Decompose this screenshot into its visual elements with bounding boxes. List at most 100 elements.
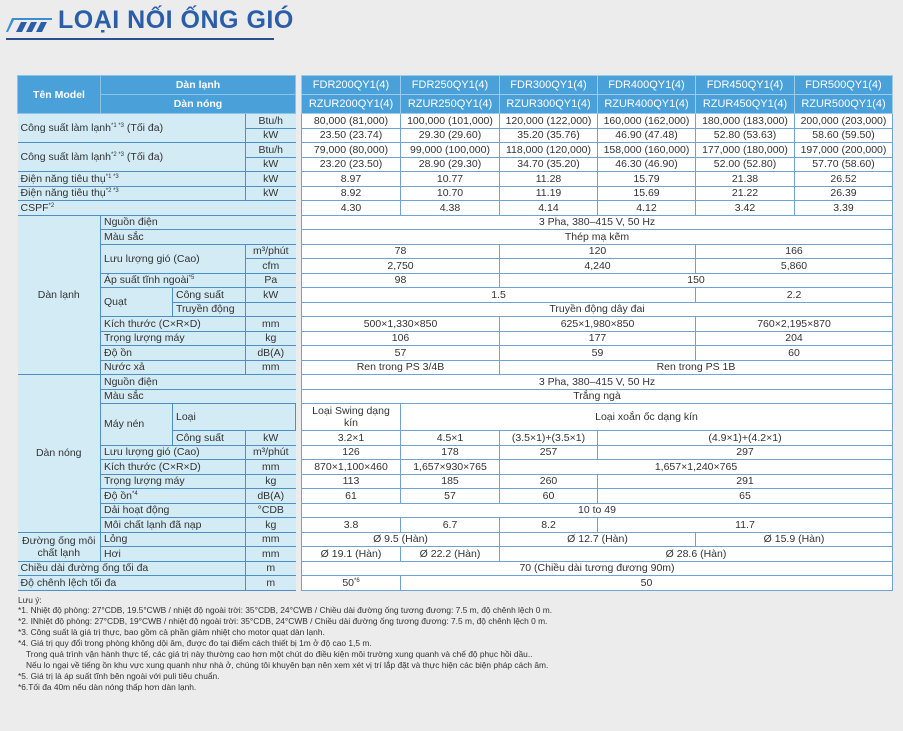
value-text: 46.30 (46.90) — [615, 158, 678, 171]
spec-value: 4.12 — [597, 200, 696, 216]
spec-row: Màu sắc Trắng ngà — [18, 388, 893, 404]
spec-value: 260 — [499, 473, 598, 489]
row-label: Công suất làm lạnh*1 *3 (Tối đa) — [17, 113, 246, 143]
column-gap — [295, 94, 302, 114]
row-group-label: Dàn nóng — [17, 374, 101, 533]
value-text: 10 to 49 — [578, 504, 616, 517]
value-text: (3.5×1)+(3.5×1) — [511, 431, 586, 444]
column-gap — [295, 517, 302, 532]
spec-value: 1.5 — [301, 287, 696, 303]
column-gap — [295, 302, 302, 317]
spec-row: Hơi mm Ø 19.1 (Hàn) Ø 22.2 (Hàn) Ø 28.6 (Hàn… — [18, 546, 893, 562]
value-text: 52.80 (53.63) — [713, 129, 777, 142]
value-text: 126 — [342, 446, 360, 459]
spec-row: CSPF*2 4.30 4.38 4.14 4.12 3.42 3.39 — [17, 200, 893, 216]
model-header: Tên Model — [17, 75, 101, 114]
column-gap — [295, 474, 302, 489]
unit-label: mm — [245, 531, 296, 547]
spec-value: 11.7 — [597, 517, 893, 533]
row-label: Nước xả — [100, 359, 246, 375]
spec-row: Dải hoạt động °CDB 10 to 49 — [18, 502, 893, 518]
spec-row: Công suất làm lạnh*1 *3 (Tối đa) Btu/h 80,… — [17, 113, 893, 143]
row-label: Công suất — [172, 287, 246, 303]
spec-row: Dàn nóng Nguồn điện 3 Pha, 380–415 V, 50 H… — [17, 374, 893, 533]
value-text: 8.92 — [340, 187, 362, 200]
spec-value: 10.70 — [400, 185, 500, 201]
spec-row: Kích thước (C×R×D) mm 500×1,330×850 625×1,9… — [18, 316, 893, 332]
spec-value: Trắng ngà — [301, 388, 893, 404]
column-gap — [295, 430, 302, 445]
value-text: 870×1,100×460 — [314, 460, 388, 473]
unit-label: mm — [245, 546, 296, 562]
value-text: 21.38 — [731, 172, 759, 185]
spec-value: 8.97 — [301, 171, 401, 187]
indoor-model-name: FDR200QY1(4) — [301, 75, 401, 95]
spec-value: 50 — [400, 575, 893, 591]
value-text: 760×2,195×870 — [757, 317, 831, 330]
row-label: Lưu lượng gió (Cao) — [100, 444, 246, 460]
value-text: Loại Swing dạng kín — [312, 405, 390, 429]
value-text: 4,240 — [584, 259, 611, 272]
indoor-model-name: FDR450QY1(4) — [695, 75, 795, 95]
row-label: Lưu lượng gió (Cao) — [100, 243, 246, 274]
value-text: 4.5×1 — [436, 431, 464, 444]
value-text: 6.7 — [442, 518, 458, 531]
row-label-text: Điện năng tiêu thụ — [20, 187, 106, 200]
footnotes: Lưu ý: *1. Nhiệt độ phòng: 27°CDB, 19.5°… — [18, 595, 897, 693]
column-gap — [295, 546, 302, 561]
spec-value: 760×2,195×870 — [695, 316, 893, 332]
spec-row: Chiều dài đường ống tối đa m 70 (Chiều dài… — [17, 560, 893, 576]
value-text: Ø 19.1 (Hàn) — [320, 547, 382, 560]
spec-value: 106 — [301, 330, 500, 346]
unit-label: mm — [245, 359, 296, 375]
footnote-item: Trong quá trình vận hành thực tế, các gi… — [26, 649, 533, 660]
unit-label: mm — [245, 459, 296, 475]
value-text: 70 (Chiều dài tương đương 90m) — [519, 562, 675, 575]
column-gap — [295, 503, 302, 518]
value-text: 160,000 (162,000) — [603, 114, 690, 127]
row-label-suffix: (Tối đa) — [124, 151, 164, 163]
row-label: Độ ồn — [100, 345, 246, 361]
spec-value: 21.22 — [695, 185, 795, 201]
spec-value: 8.2 — [499, 517, 598, 533]
value-text: 3 Pha, 380–415 V, 50 Hz — [538, 216, 656, 229]
value-text: 1,657×1,240×765 — [654, 460, 738, 473]
spec-row: Truyền động Truyền động dây đai — [18, 301, 893, 317]
value-text: 59 — [591, 346, 604, 359]
spec-value: 60 — [499, 488, 598, 504]
footnote-ref: *6 — [354, 577, 360, 584]
value-text: 23.50 (23.74) — [319, 129, 383, 142]
footnote-item: *4. Giá trị quy đổi trong phòng không dộ… — [18, 638, 372, 649]
value-text: 15.79 — [633, 172, 660, 185]
row-label: Loại — [172, 403, 296, 431]
spec-value: 29.30 (29.60) — [400, 127, 500, 143]
value-text: Ø 22.2 (Hàn) — [419, 547, 481, 560]
unit-label: dB(A) — [245, 488, 296, 504]
column-gap — [295, 287, 302, 302]
row-label: Lỏng — [100, 531, 246, 547]
footnote-ref: *5 — [188, 275, 195, 282]
spec-row: Áp suất tĩnh ngoài*5 Pa 98 150 — [18, 272, 893, 288]
spec-value: 3.42 — [695, 200, 795, 216]
unit-label: dB(A) — [245, 345, 296, 361]
unit-label: kg — [245, 517, 296, 533]
value-text: Thép mạ kẽm — [564, 230, 630, 243]
value-text: 60 — [542, 489, 555, 502]
value-text: 297 — [736, 446, 754, 459]
unit-label: m³/phút — [245, 444, 296, 460]
row-label-text: Điện năng tiêu thụ — [20, 172, 106, 185]
unit-label: m — [245, 560, 296, 576]
column-gap — [295, 316, 302, 331]
spec-value: (4.9×1)+(4.2×1) — [597, 430, 893, 446]
row-label: Công suất — [172, 430, 246, 446]
spec-value: (3.5×1)+(3.5×1) — [499, 430, 598, 446]
spec-value: 257 — [499, 444, 598, 460]
column-gap — [295, 331, 302, 346]
spec-value: 60 — [695, 345, 893, 361]
spec-value: 58.60 (59.50) — [794, 127, 893, 143]
column-gap — [295, 273, 302, 288]
spec-value: Ø 9.5 (Hàn) — [301, 531, 500, 547]
row-group-label: Dàn lạnh — [17, 214, 101, 375]
row-label-suffix: (Tối đa) — [124, 122, 164, 134]
row-label-text: Công suất làm lạnh — [20, 151, 111, 163]
